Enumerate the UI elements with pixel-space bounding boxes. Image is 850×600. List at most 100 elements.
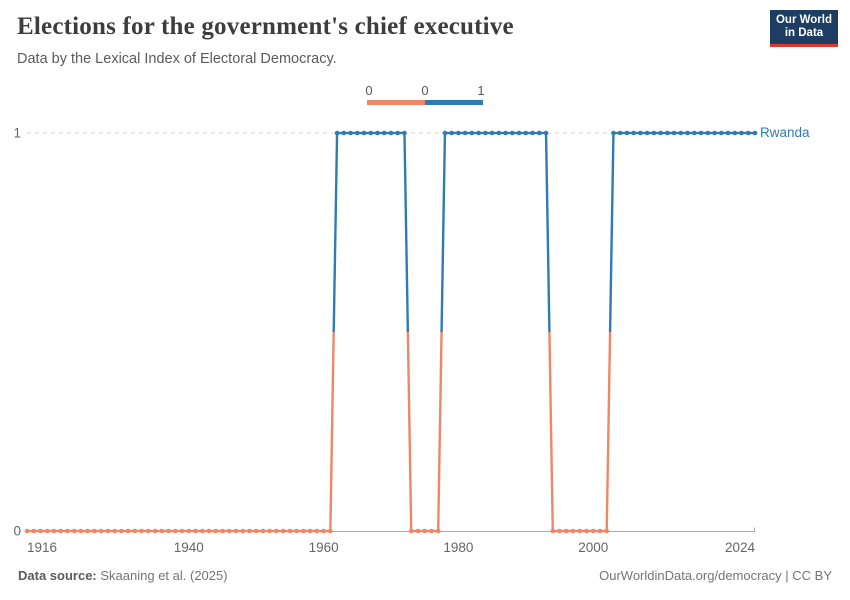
data-point — [671, 130, 677, 136]
data-point — [92, 528, 97, 534]
data-point — [24, 528, 30, 534]
data-point — [489, 130, 495, 136]
data-point — [85, 528, 90, 534]
data-point — [388, 130, 394, 136]
series-label-rwanda[interactable]: Rwanda — [760, 125, 810, 140]
data-point — [307, 528, 313, 534]
y-tick-label: 0 — [13, 524, 21, 539]
data-point — [611, 130, 616, 136]
data-point — [139, 528, 144, 534]
data-point — [718, 130, 724, 136]
legend-swatch-value0[interactable] — [367, 100, 425, 105]
transition-segment — [608, 132, 615, 333]
data-point — [294, 528, 299, 534]
data-point — [220, 528, 225, 534]
data-point — [496, 130, 502, 136]
data-point — [31, 528, 37, 534]
data-point — [658, 130, 663, 136]
data-point — [361, 130, 367, 136]
data-point — [159, 528, 165, 534]
data-point — [341, 130, 347, 136]
data-point — [112, 528, 117, 534]
data-point — [44, 528, 50, 534]
data-point — [604, 528, 610, 534]
data-point — [280, 528, 286, 534]
data-point — [503, 130, 508, 136]
data-point — [442, 130, 448, 136]
data-point — [240, 528, 246, 534]
owid-logo-line1: Our World — [775, 14, 832, 26]
data-point — [732, 130, 738, 136]
chart-subtitle: Data by the Lexical Index of Electoral D… — [17, 51, 337, 67]
data-point — [665, 130, 670, 136]
data-point — [38, 528, 43, 534]
data-point — [132, 528, 138, 534]
data-point — [456, 130, 461, 136]
data-point — [685, 130, 690, 136]
data-point — [510, 130, 515, 136]
data-point — [563, 528, 569, 534]
data-point — [51, 528, 57, 534]
data-point — [590, 528, 596, 534]
data-point — [260, 528, 266, 534]
data-point — [631, 130, 636, 136]
data-point — [125, 528, 131, 534]
data-point — [186, 528, 192, 534]
transition-segment — [436, 331, 443, 532]
data-source-note: Data source: Skaaning et al. (2025) — [18, 568, 228, 583]
data-point — [321, 528, 326, 534]
data-point — [476, 130, 481, 136]
legend-edge-label-2: 1 — [477, 83, 485, 98]
data-point — [557, 528, 562, 534]
data-point — [739, 130, 744, 136]
color-legend: 0 0 1 — [365, 83, 485, 105]
data-point — [408, 528, 414, 534]
data-point — [253, 528, 259, 534]
legend-edge-label-1: 0 — [421, 83, 429, 98]
data-point — [584, 528, 589, 534]
data-point — [624, 130, 630, 136]
data-point — [617, 130, 623, 136]
data-point — [58, 528, 64, 534]
data-point — [651, 130, 657, 136]
data-point — [193, 528, 198, 534]
x-tick-label: 2024 — [725, 540, 756, 555]
owid-logo[interactable]: Our World in Data — [770, 10, 838, 47]
data-point — [415, 528, 421, 534]
transition-segment — [605, 331, 612, 532]
data-point — [233, 528, 239, 534]
data-point — [523, 130, 529, 136]
data-source-value: Skaaning et al. (2025) — [100, 568, 228, 583]
data-point — [152, 528, 158, 534]
data-point — [429, 528, 434, 534]
data-point — [274, 528, 279, 534]
data-point — [247, 528, 252, 534]
legend-swatch-value1[interactable] — [425, 100, 483, 105]
data-point — [226, 528, 232, 534]
owid-url-license[interactable]: OurWorldinData.org/democracy | CC BY — [599, 568, 832, 583]
transition-segment — [440, 132, 447, 333]
data-point — [78, 528, 84, 534]
data-point — [334, 130, 340, 136]
data-point — [402, 130, 407, 136]
x-tick-label: 1960 — [309, 540, 339, 555]
transition-segment — [406, 331, 413, 532]
data-point — [422, 528, 428, 534]
data-point — [570, 528, 576, 534]
owid-logo-line2: in Data — [784, 27, 824, 39]
transition-segment — [548, 331, 554, 532]
data-point — [206, 528, 212, 534]
x-tick-label: 1980 — [443, 540, 473, 555]
data-point — [146, 528, 151, 534]
data-point — [119, 528, 124, 534]
data-point — [98, 528, 104, 534]
data-point — [530, 130, 535, 136]
data-point — [381, 130, 387, 136]
data-point — [516, 130, 522, 136]
data-point — [597, 528, 603, 534]
y-tick-label: 1 — [13, 126, 21, 141]
data-point — [449, 130, 454, 136]
legend-swatch-bar — [367, 100, 483, 105]
